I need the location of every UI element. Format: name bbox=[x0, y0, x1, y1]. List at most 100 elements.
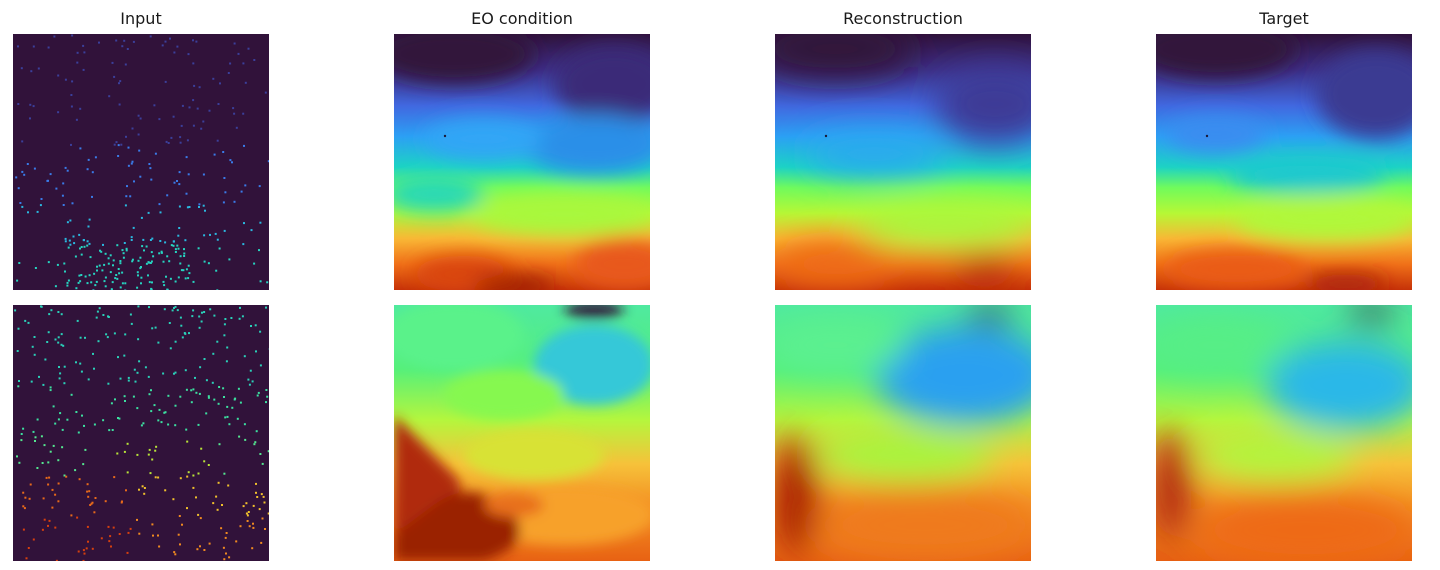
sparse-sample-dot bbox=[195, 40, 198, 43]
sparse-sample-dot bbox=[178, 205, 181, 208]
sparse-sample-dot bbox=[228, 556, 231, 559]
sparse-sample-dot bbox=[188, 332, 190, 335]
sparse-sample-dot bbox=[52, 405, 55, 408]
sparse-sample-dot bbox=[258, 249, 260, 252]
sparse-sample-dot bbox=[251, 547, 254, 550]
sparse-sample-dot bbox=[222, 387, 225, 390]
sparse-sample-dot bbox=[165, 275, 167, 278]
sparse-sample-dot bbox=[125, 247, 128, 250]
sparse-sample-dot bbox=[166, 255, 169, 258]
sparse-sample-dot bbox=[131, 127, 134, 130]
sparse-sample-dot bbox=[155, 445, 158, 448]
sparse-sample-dot bbox=[117, 144, 120, 147]
sparse-sample-dot bbox=[174, 371, 177, 374]
sparse-sample-dot bbox=[64, 166, 67, 169]
sparse-sample-dot bbox=[57, 459, 60, 462]
sparse-sample-dot bbox=[88, 490, 91, 493]
sparse-sample-dot bbox=[178, 515, 181, 517]
sparse-sample-dot bbox=[21, 170, 24, 173]
sparse-sample-dot bbox=[163, 284, 166, 287]
sparse-sample-dot bbox=[187, 471, 190, 474]
sparse-sample-dot bbox=[51, 506, 54, 509]
sparse-sample-dot bbox=[49, 450, 52, 453]
sparse-input-image bbox=[13, 305, 269, 561]
sparse-sample-dot bbox=[46, 341, 49, 343]
sparse-sample-dot bbox=[14, 309, 17, 312]
sparse-sample-dot bbox=[47, 261, 50, 264]
sparse-sample-dot bbox=[76, 51, 79, 54]
sparse-sample-dot bbox=[27, 547, 30, 549]
sparse-sample-dot bbox=[107, 315, 109, 318]
sparse-sample-dot bbox=[218, 386, 221, 388]
sparse-sample-dot bbox=[195, 496, 197, 499]
sparse-sample-dot bbox=[154, 449, 157, 452]
sparse-sample-dot bbox=[117, 417, 119, 419]
sparse-sample-dot bbox=[231, 161, 233, 164]
sparse-sample-dot bbox=[138, 488, 140, 491]
sparse-sample-dot bbox=[121, 500, 123, 503]
sparse-sample-dot bbox=[225, 360, 228, 363]
sparse-sample-dot bbox=[235, 126, 238, 129]
sparse-sample-dot bbox=[159, 240, 162, 242]
sparse-sample-dot bbox=[86, 525, 89, 528]
sparse-sample-dot bbox=[36, 210, 39, 213]
sparse-sample-dot bbox=[253, 443, 256, 446]
sparse-sample-dot bbox=[96, 310, 99, 313]
sparse-sample-dot bbox=[235, 540, 238, 543]
sparse-sample-dot bbox=[89, 504, 92, 506]
sparse-sample-dot bbox=[32, 430, 35, 433]
sparse-sample-dot bbox=[248, 383, 251, 386]
sparse-sample-dot bbox=[158, 203, 161, 206]
sparse-sample-dot bbox=[192, 486, 195, 489]
sparse-sample-dot bbox=[22, 427, 25, 430]
sparse-sample-dot bbox=[131, 160, 134, 163]
sparse-sample-dot bbox=[182, 269, 185, 272]
sparse-sample-dot bbox=[56, 263, 59, 266]
sparse-sample-dot bbox=[90, 281, 93, 284]
sparse-sample-dot bbox=[185, 388, 188, 391]
sparse-sample-dot bbox=[238, 435, 241, 438]
sparse-sample-dot bbox=[258, 185, 261, 188]
sparse-sample-dot bbox=[87, 540, 89, 543]
sparse-sample-dot bbox=[109, 271, 112, 274]
sparse-sample-dot bbox=[179, 262, 182, 265]
sparse-sample-dot bbox=[77, 281, 80, 284]
sparse-sample-dot bbox=[120, 143, 123, 146]
sparse-sample-dot bbox=[138, 360, 141, 363]
sparse-sample-dot bbox=[193, 84, 196, 87]
sparse-sample-dot bbox=[114, 398, 116, 401]
sparse-sample-dot bbox=[47, 461, 50, 464]
sparse-sample-dot bbox=[157, 419, 160, 422]
sparse-sample-dot bbox=[239, 401, 242, 404]
sparse-sample-dot bbox=[192, 388, 195, 391]
sparse-sample-dot bbox=[173, 307, 175, 309]
sparse-sample-dot bbox=[79, 107, 82, 110]
sparse-sample-dot bbox=[47, 483, 50, 486]
sparse-sample-dot bbox=[198, 203, 201, 206]
sparse-sample-dot bbox=[215, 495, 218, 498]
sparse-sample-dot bbox=[78, 233, 81, 236]
sparse-sample-dot bbox=[197, 247, 200, 250]
sparse-sample-dot bbox=[95, 280, 98, 283]
sparse-sample-dot bbox=[213, 153, 216, 156]
sparse-sample-dot bbox=[113, 476, 116, 479]
sparse-sample-dot bbox=[62, 204, 65, 206]
sparse-sample-dot bbox=[149, 262, 152, 264]
sparse-sample-dot bbox=[129, 195, 132, 198]
sparse-sample-dot bbox=[164, 241, 167, 244]
sparse-sample-dot bbox=[202, 120, 205, 123]
sparse-sample-dot bbox=[173, 372, 175, 375]
sparse-sample-dot bbox=[157, 341, 160, 344]
sparse-sample-dot bbox=[224, 536, 227, 539]
sparse-sample-dot bbox=[57, 336, 60, 339]
sparse-sample-dot bbox=[18, 380, 20, 382]
sparse-sample-dot bbox=[114, 277, 117, 280]
sparse-sample-dot bbox=[223, 558, 226, 561]
sparse-sample-dot bbox=[130, 239, 133, 241]
sparse-sample-dot bbox=[201, 311, 203, 314]
sparse-sample-dot bbox=[110, 288, 113, 290]
sparse-sample-dot bbox=[209, 233, 211, 236]
sparse-sample-dot bbox=[265, 389, 268, 391]
sparse-sample-dot bbox=[205, 412, 208, 415]
sparse-sample-dot bbox=[231, 406, 234, 409]
